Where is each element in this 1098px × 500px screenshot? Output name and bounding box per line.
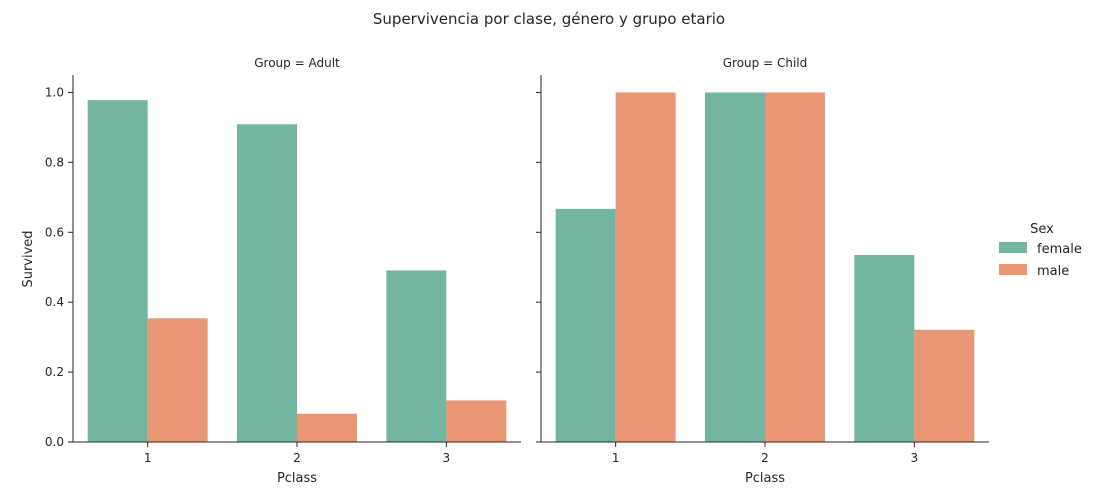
bar-male-class-3 [914,329,975,442]
y-tick-label: 1.0 [45,85,64,99]
x-tick-label: 1 [612,451,620,465]
panel-title-child: Group = Child [723,56,808,70]
bar-male-class-3 [446,400,507,442]
bar-female-class-2 [237,124,297,442]
bar-female-class-2 [705,92,765,442]
legend: Sex female male [999,222,1082,279]
bars-adult [87,100,507,442]
chart-title: Supervivencia por clase, género y grupo … [373,10,725,28]
x-tick-label: 1 [144,451,152,465]
y-tick-label: 0.0 [45,435,64,449]
panel-adult: Group = Adult 0.0 0.2 0.4 0.6 0.8 1.0 1 2 3 Pcl… [21,56,521,486]
x-axis-label-adult: Pclass [277,471,317,486]
x-axis-ticks-child: 1 2 3 [612,442,918,465]
bar-male-class-1 [147,318,208,442]
x-tick-label: 2 [761,451,769,465]
bar-female-class-1 [87,100,148,442]
bar-male-class-1 [615,92,676,442]
panel-child: Group = Child 1 2 3 Pclass [536,56,989,486]
x-tick-label: 3 [443,451,451,465]
x-tick-label: 3 [911,451,919,465]
y-tick-label: 0.8 [45,155,64,169]
bar-female-class-1 [555,208,616,442]
x-tick-label: 2 [293,451,301,465]
y-axis-ticks: 0.0 0.2 0.4 0.6 0.8 1.0 [45,85,73,449]
y-tick-label: 0.4 [45,295,64,309]
legend-swatch-male [999,264,1027,275]
panel-title-adult: Group = Adult [254,56,340,70]
bars-child [555,92,975,442]
bar-female-class-3 [386,270,447,442]
legend-title: Sex [1030,222,1054,237]
y-axis-label: Survived [21,230,36,287]
y-tick-label: 0.6 [45,225,64,239]
legend-label-female: female [1037,242,1082,257]
x-axis-ticks-adult: 1 2 3 [144,442,450,465]
bar-male-class-2 [765,92,825,442]
x-axis-label-child: Pclass [745,471,785,486]
legend-label-male: male [1037,264,1069,279]
y-axis-ticks-child [536,91,541,443]
y-tick-label: 0.2 [45,365,64,379]
legend-swatch-female [999,242,1027,253]
bar-female-class-3 [854,255,915,442]
bar-male-class-2 [297,413,357,442]
